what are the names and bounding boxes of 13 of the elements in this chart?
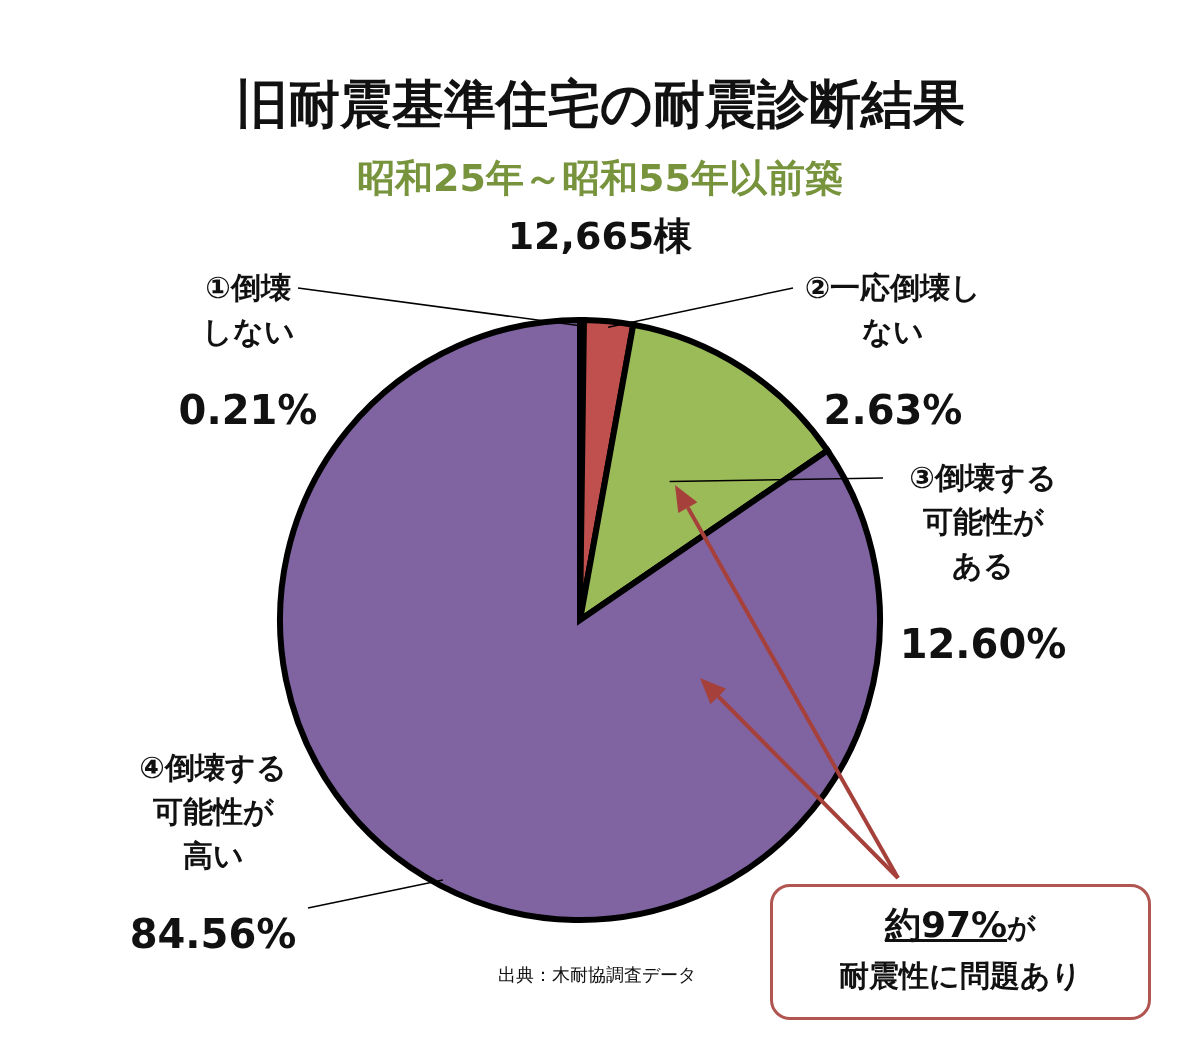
chart-title: 旧耐震基準住宅の耐震診断結果 [234, 73, 966, 136]
slice-label: ③倒壊する可能性がある [909, 460, 1057, 583]
slice-label: ④倒壊する可能性が高い [139, 750, 287, 873]
text: 約97%が耐震性に問題あり [838, 904, 1083, 995]
slice-label: ②一応倒壊しない [804, 270, 982, 349]
source-note: 出典：木耐協調査データ [498, 963, 696, 987]
slice-label: ①倒壊しない [201, 270, 295, 349]
data-label: 2.63% [823, 387, 963, 433]
data-label: 0.21% [178, 387, 318, 433]
data-label: 84.56% [129, 911, 297, 957]
chart-subtitle: 昭和25年～昭和55年以前築 [356, 155, 844, 202]
text: 12,665棟 [506, 213, 694, 260]
data-label: 12.60% [899, 621, 1067, 667]
